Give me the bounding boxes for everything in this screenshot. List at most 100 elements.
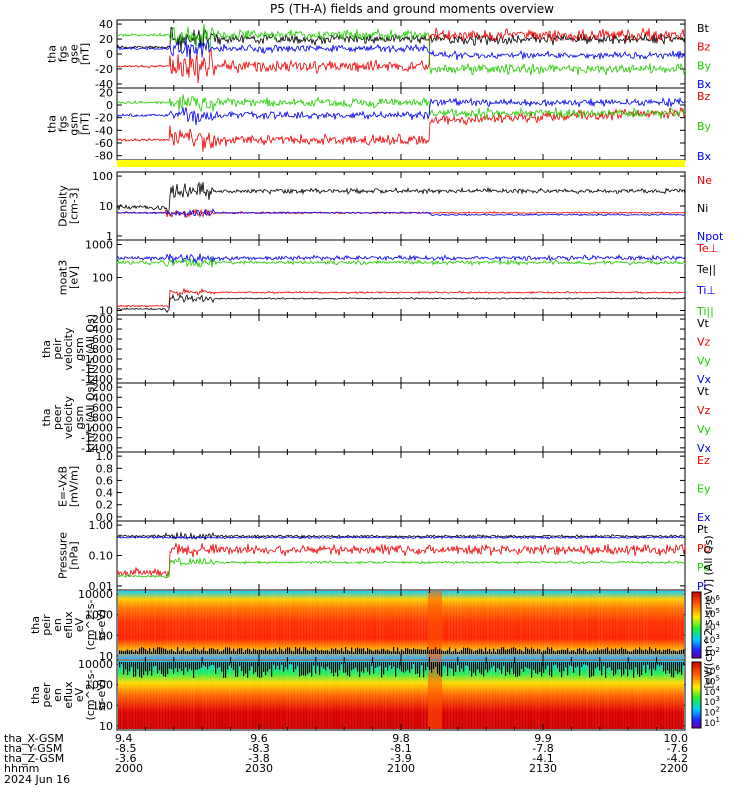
legend-npot: Npot	[697, 230, 724, 243]
series-pt	[116, 531, 686, 540]
spectrogram-speckle	[137, 662, 139, 669]
spectrogram-speckle	[631, 651, 633, 654]
legend-vz: Vz	[697, 336, 711, 349]
spectrogram-speckle	[327, 662, 329, 667]
spectrogram-speckle	[265, 647, 267, 654]
y-tick-label: 10	[99, 305, 113, 318]
series-pb	[116, 542, 686, 579]
spectrogram-speckle	[333, 649, 335, 654]
spectrogram-speckle	[233, 662, 235, 671]
spectrogram-speckle	[217, 662, 219, 669]
spectrogram-speckle	[625, 662, 627, 669]
spectrogram-speckle	[513, 647, 515, 654]
spectrogram-speckle	[641, 649, 643, 654]
legend-vx: Vx	[697, 442, 712, 455]
spectrogram-speckle	[373, 662, 375, 674]
panel-peir_velocity: -200-400-600-800-1000-1200-1400 thapeirve…	[40, 313, 712, 386]
y-tick-label: 100	[92, 272, 113, 285]
spectrogram-speckle	[619, 648, 621, 654]
spectrogram-speckle	[445, 662, 447, 667]
spectrogram-speckle	[559, 662, 561, 673]
series-bx	[116, 96, 686, 126]
y-axis-label: fgs	[57, 45, 70, 62]
y-tick-label: -40	[95, 124, 113, 137]
y-axis-label: sr-eV)	[95, 679, 108, 711]
spectrogram-speckle	[463, 662, 465, 672]
spectrogram-speckle	[493, 648, 495, 654]
spectrogram-speckle	[395, 651, 397, 654]
spectrogram-speckle	[537, 648, 539, 654]
spectrogram-speckle	[487, 651, 489, 654]
spectrogram-speckle	[567, 648, 569, 654]
spectrogram-speckle	[563, 649, 565, 654]
x-tick-xgsm: -8.3	[248, 742, 269, 755]
spectrogram-speckle	[345, 662, 347, 673]
spectrogram-speckle	[667, 662, 669, 671]
x-tick-ygsm: -4.1	[532, 752, 553, 765]
spectrogram-speckle	[147, 662, 149, 676]
spectrogram-speckle	[139, 648, 141, 654]
spectrogram-speckle	[473, 662, 475, 673]
spectrogram-speckle	[361, 648, 363, 654]
spectrogram-speckle	[503, 662, 505, 666]
spectrogram-speckle	[311, 662, 313, 677]
spectrogram-speckle	[247, 648, 249, 654]
y-tick-label: 0	[106, 99, 113, 112]
spectrogram-speckle	[609, 650, 611, 654]
y-tick-label: 10	[99, 720, 113, 733]
spectrogram-speckle	[375, 649, 377, 654]
spectrogram-speckle	[343, 651, 345, 654]
spectrogram-speckle	[157, 662, 159, 674]
spectrogram-speckle	[371, 662, 373, 666]
spectrogram-speckle	[165, 648, 167, 654]
spectrogram-speckle	[683, 662, 685, 666]
spectrogram-speckle	[507, 649, 509, 654]
spectrogram-speckle	[211, 662, 213, 666]
spectrogram-speckle	[409, 662, 411, 673]
spectrogram-speckle	[319, 662, 321, 675]
spectrogram-speckle	[579, 662, 581, 676]
spectrogram-speckle	[293, 662, 295, 672]
spectrogram-speckle	[591, 651, 593, 654]
spectrogram-speckle	[279, 662, 281, 670]
panel-frame	[116, 239, 686, 316]
spectrogram-speckle	[237, 662, 239, 677]
spectrogram-speckle	[331, 648, 333, 654]
spectrogram-speckle	[441, 662, 443, 677]
legend-vz: Vz	[697, 404, 711, 417]
spectrogram-speckle	[193, 662, 195, 678]
spectrogram-speckle	[343, 662, 345, 673]
spectrogram-speckle	[125, 650, 127, 654]
y-tick-label: 0.10	[89, 550, 114, 563]
spectrogram-speckle	[555, 662, 557, 665]
spectrogram-speckle	[269, 662, 271, 670]
y-axis-label: [eV]	[68, 266, 81, 289]
spectrogram-speckle	[329, 651, 331, 654]
spectrogram-speckle	[331, 662, 333, 674]
spectrogram-speckle	[499, 649, 501, 654]
spectrogram-speckle	[541, 651, 543, 654]
y-tick-label: -1000	[81, 353, 113, 366]
spectrogram-speckle	[643, 662, 645, 666]
spectrogram-speckle	[585, 649, 587, 654]
spectrogram-speckle	[195, 662, 197, 670]
spectrogram-speckle	[429, 662, 431, 670]
spectrogram-speckle	[509, 662, 511, 675]
spectrogram-speckle	[671, 662, 673, 677]
spectrogram-speckle	[197, 662, 199, 670]
spectrogram-speckle	[635, 662, 637, 668]
x-tick-r: 9.4	[115, 732, 133, 745]
y-tick-label: 0.4	[96, 487, 114, 500]
spectrogram-speckle	[259, 662, 261, 678]
spectrogram-speckle	[365, 662, 367, 668]
spectrogram-speckle	[423, 662, 425, 678]
spectrogram-speckle	[521, 650, 523, 654]
y-axis-label: peer	[40, 682, 53, 708]
spectrogram-speckle	[617, 650, 619, 654]
spectrogram-speckle	[339, 662, 341, 670]
spectrogram-speckle	[377, 649, 379, 654]
spectrogram-speckle	[363, 662, 365, 673]
spectrogram-speckle	[129, 662, 131, 672]
status-bar	[117, 160, 685, 167]
spectrogram-speckle	[457, 662, 459, 666]
